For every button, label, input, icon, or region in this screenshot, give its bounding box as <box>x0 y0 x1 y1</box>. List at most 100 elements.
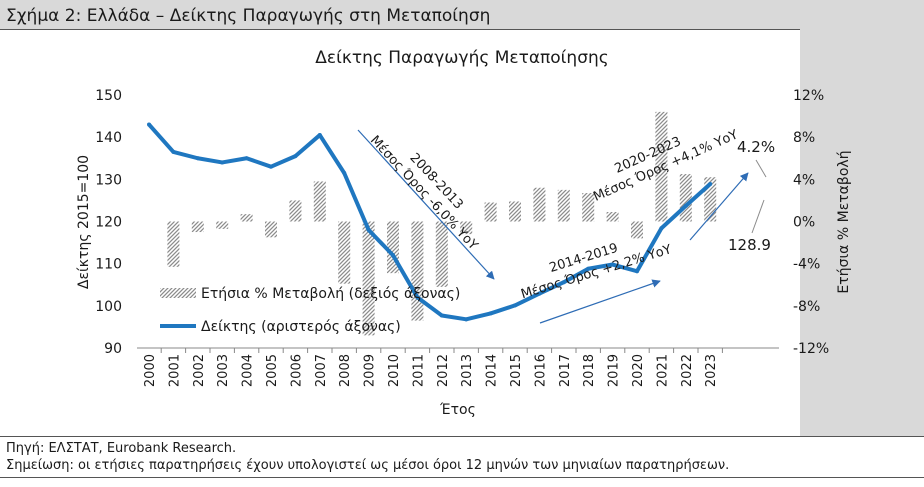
line-point <box>537 291 542 296</box>
legend: Ετήσια % Μεταβολή (δεξιός άξονας) Δείκτη… <box>160 286 460 335</box>
y-right-tick-label: 12% <box>793 88 824 104</box>
callout-2023-change: 4.2% <box>737 138 775 156</box>
x-tick-label: 2013 <box>460 354 475 387</box>
line-point <box>439 313 444 318</box>
annotation-2008-2013: 2008-2013 Μέσος Όρος -6,0% ΥοΥ <box>367 133 481 253</box>
x-tick-label: 2019 <box>607 354 622 387</box>
bar-annual-change <box>191 221 204 233</box>
y-axis-left-label: Δείκτης 2015=100 <box>76 155 92 289</box>
callout-2023-index: 128.9 <box>728 236 771 254</box>
trend-arrow-2014-2019 <box>539 279 661 324</box>
y-right-tick-label: 0% <box>793 215 815 231</box>
bar-annual-change <box>582 193 595 222</box>
x-tick-label: 2021 <box>655 354 670 387</box>
x-tick-label: 2012 <box>436 354 451 387</box>
x-tick-label: 2004 <box>241 354 256 387</box>
line-point <box>195 156 200 161</box>
x-tick-label: 2005 <box>265 354 280 387</box>
line-index <box>147 123 712 322</box>
x-tick-label: 2000 <box>143 354 158 387</box>
line-point <box>342 171 347 176</box>
line-point <box>415 295 420 300</box>
methodology-note: Σημείωση: οι ετήσιες παρατηρήσεις έχουν … <box>6 458 730 473</box>
line-point <box>586 266 591 271</box>
trend-arrow-2008-2013 <box>357 129 495 280</box>
chart-svg: Δείκτης Παραγωγής Μεταποίησης 90 100 110 12… <box>76 48 852 418</box>
header-divider <box>0 29 800 30</box>
figure-footer <box>0 436 924 487</box>
x-tick-label: 2009 <box>363 354 378 387</box>
x-tick-label: 2011 <box>411 354 426 387</box>
line-point <box>366 227 371 232</box>
legend-swatch-bars <box>160 288 196 298</box>
x-tick-label: 2017 <box>558 354 573 387</box>
y-right-tick-label: 4% <box>793 172 815 188</box>
line-point <box>488 311 493 316</box>
y-left-tick-label: 110 <box>95 257 122 273</box>
line-point <box>561 280 566 285</box>
line-point <box>220 160 225 165</box>
y-right-tick-label: 8% <box>793 130 815 146</box>
line-point <box>244 156 249 161</box>
x-tick-label: 2014 <box>485 354 500 387</box>
x-tick-label: 2007 <box>314 354 329 387</box>
legend-label-line: Δείκτης (αριστερός άξονας) <box>201 319 401 335</box>
line-point <box>513 303 517 308</box>
x-tick-label: 2006 <box>289 354 304 387</box>
annotation-2008-2013-mean: Μέσος Όρος -6,0% ΥοΥ <box>367 133 481 253</box>
footer-bottom-divider <box>0 477 924 478</box>
trend-arrow-2020-2023 <box>689 172 749 241</box>
chart-area <box>0 30 800 436</box>
bar-annual-change <box>606 212 619 222</box>
callout-2023-index-leader <box>751 199 765 234</box>
y-left-tick-label: 100 <box>95 299 122 315</box>
bar-annual-change <box>265 221 277 238</box>
figure-header: Σχήμα 2: Ελλάδα – Δείκτης Παραγωγής στη … <box>0 0 800 30</box>
annotation-2014-2019: 2014-2019 Μέσος Όρος +2,2% ΥοΥ <box>519 241 673 303</box>
bar-annual-change <box>533 187 546 222</box>
bar-annual-change <box>435 221 448 287</box>
line-point <box>293 154 298 159</box>
bar-annual-change <box>557 189 570 222</box>
line-point <box>683 203 688 208</box>
bar-annual-change <box>679 174 692 222</box>
line-point <box>147 122 151 127</box>
x-axis-label: Έτος <box>439 402 476 418</box>
x-tick-label: 2015 <box>509 354 524 387</box>
right-side-panel <box>800 0 924 440</box>
line-point <box>708 181 713 186</box>
x-tick-label: 2018 <box>582 354 597 387</box>
y-left-tick-label: 140 <box>95 130 122 146</box>
y-left-tick-label: 120 <box>95 215 122 231</box>
x-tick-label: 2023 <box>704 354 719 387</box>
bar-annual-change <box>460 221 473 235</box>
line-point <box>391 253 395 258</box>
line-point <box>610 262 615 267</box>
bar-annual-change <box>240 214 253 222</box>
line-point <box>464 317 469 322</box>
y-axis-right-label: Ετήσια % Μεταβολή <box>836 150 852 293</box>
bar-annual-change <box>509 201 521 222</box>
bar-annual-change <box>338 221 351 284</box>
x-tick-label: 2001 <box>167 354 182 387</box>
y-left-tick-label: 90 <box>104 341 122 357</box>
chart-title: Δείκτης Παραγωγής Μεταποίησης <box>315 48 608 68</box>
x-tick-label: 2022 <box>680 354 695 387</box>
x-tick-label: 2016 <box>533 354 548 387</box>
bar-annual-change <box>167 221 180 267</box>
figure-title: Σχήμα 2: Ελλάδα – Δείκτης Παραγωγής στη … <box>6 6 491 26</box>
line-point <box>659 226 664 231</box>
y-right-tick-label: -4% <box>793 257 820 273</box>
bar-annual-change <box>631 221 643 239</box>
source-note: Πηγή: ΕΛΣΤΑΤ, Eurobank Research. <box>6 441 237 456</box>
x-tick-label: 2002 <box>192 354 207 387</box>
footer-divider <box>0 436 924 437</box>
line-point <box>269 164 273 169</box>
bar-annual-change <box>216 221 229 229</box>
x-tick-label: 2008 <box>338 354 353 387</box>
legend-label-bars: Ετήσια % Μεταβολή (δεξιός άξονας) <box>201 286 460 302</box>
bar-annual-change <box>362 221 375 336</box>
x-tick-label: 2003 <box>216 354 231 387</box>
y-right-tick-label: -12% <box>793 341 829 357</box>
line-point <box>171 149 176 154</box>
